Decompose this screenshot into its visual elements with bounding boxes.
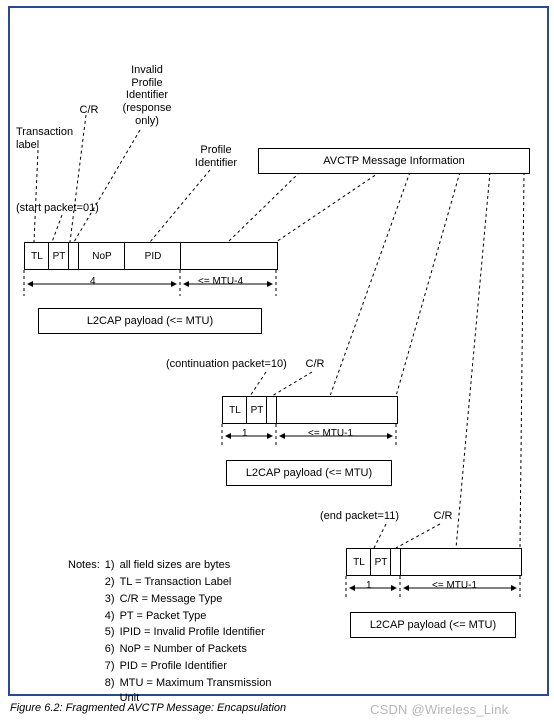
payload2: L2CAP payload (<= MTU) (226, 460, 392, 486)
payload1: L2CAP payload (<= MTU) (38, 308, 262, 334)
pkt1-pid: PID (124, 242, 182, 270)
pkt1-tl: TL (24, 242, 50, 270)
pkt1-pt: PT (48, 242, 70, 270)
note-item: C/R = Message Type (120, 592, 283, 607)
dim-pkt1-hdr: 4 (90, 276, 96, 287)
label-invalid-pid: InvalidProfileIdentifier(responseonly) (112, 64, 182, 127)
avctp-info-box: AVCTP Message Information (258, 148, 530, 174)
pkt3-body (400, 548, 522, 576)
figure-caption: Figure 6.2: Fragmented AVCTP Message: En… (10, 702, 286, 714)
note-item: IPID = Invalid Profile Identifier (120, 625, 283, 640)
note-item: all field sizes are bytes (120, 558, 283, 573)
pkt1-nop: NoP (78, 242, 126, 270)
canvas: Transactionlabel C/R InvalidProfileIdent… (0, 0, 554, 728)
pkt1-body (180, 242, 278, 270)
label-transaction: Transactionlabel (16, 126, 86, 151)
note-item: PID = Profile Identifier (120, 659, 283, 674)
label-cr3: C/R (428, 510, 458, 523)
label-cr2: C/R (300, 358, 330, 371)
label-cr: C/R (74, 104, 104, 117)
pkt3-tl: TL (346, 548, 372, 576)
pkt3-pt: PT (370, 548, 392, 576)
label-start-packet: (start packet=01) (16, 202, 136, 215)
note-item: NoP = Number of Packets (120, 642, 283, 657)
watermark: CSDN @Wireless_Link (370, 702, 508, 717)
pkt2-body (276, 396, 398, 424)
note-item: TL = Transaction Label (120, 575, 283, 590)
dim-pkt2-body: <= MTU-1 (308, 428, 353, 439)
note-item: PT = Packet Type (120, 609, 283, 624)
dim-pkt3-body: <= MTU-1 (432, 580, 477, 591)
notes-block: Notes:1)all field sizes are bytes2)TL = … (66, 556, 285, 708)
label-end-packet: (end packet=11) (320, 510, 430, 523)
label-profile-id: ProfileIdentifier (186, 144, 246, 169)
pkt2-tl: TL (222, 396, 248, 424)
dim-pkt3-hdr: 1 (366, 580, 372, 591)
pkt2-pt: PT (246, 396, 268, 424)
payload3: L2CAP payload (<= MTU) (350, 612, 516, 638)
dim-pkt2-hdr: 1 (242, 428, 248, 439)
dim-pkt1-body: <= MTU-4 (198, 276, 243, 287)
